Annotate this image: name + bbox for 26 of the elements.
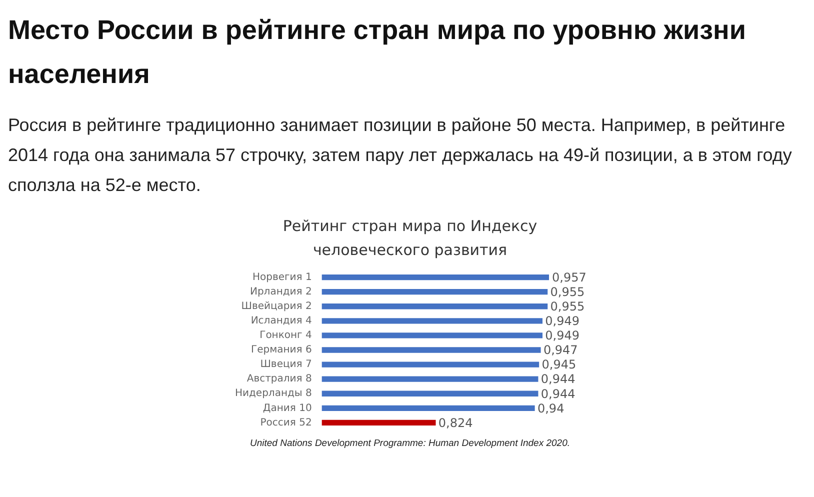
- data-label: 0,944: [540, 386, 576, 401]
- data-label: 0,949: [545, 314, 580, 328]
- data-label: 0,944: [540, 372, 576, 386]
- y-tick-label: Ирландия 2: [250, 286, 312, 298]
- y-tick-label: Гонконг 4: [260, 330, 312, 342]
- y-tick-label: Швеция 7: [260, 359, 312, 370]
- text: United Nations Development Programme: Human Development Index 2020.: [249, 438, 571, 449]
- data-label: 0,94: [537, 401, 564, 416]
- y-tick-label: Дания 10: [262, 402, 312, 414]
- data-label: 0,947: [543, 343, 578, 358]
- y-tick-label: Австралия 8: [246, 374, 312, 385]
- data-label: 0,945: [542, 358, 576, 372]
- data-label: 0,824: [438, 416, 473, 430]
- y-tick-label: Исландия 4: [250, 316, 312, 327]
- chart-title: Место России в рейтинге стран мира по уровню жизни населения: [8, 14, 747, 91]
- data-label: 0,957: [552, 270, 586, 284]
- y-tick-label: Швейцария 2: [241, 300, 312, 312]
- chart-subtitle: Россия в рейтинге традиционно занимает позиции в районе 50 места. Например, в рейтинге 2014 года она занимала 57 строчку, затем пару лет держалась на 49-й позиции, а в этом году сползла на 52-е место.: [8, 114, 793, 197]
- y-tick-label: Германия 6: [250, 344, 312, 356]
- data-label: 0,949: [545, 328, 580, 343]
- y-tick-label: Россия 52: [260, 417, 312, 428]
- data-label: 0,955: [550, 299, 585, 314]
- y-tick-label: Норвегия 1: [252, 272, 312, 283]
- y-tick-label: Нидерланды 8: [234, 388, 312, 400]
- text: Рейтинг стран мира по Индексу человеческого развития: [282, 216, 538, 261]
- data-label: 0,955: [550, 284, 585, 299]
